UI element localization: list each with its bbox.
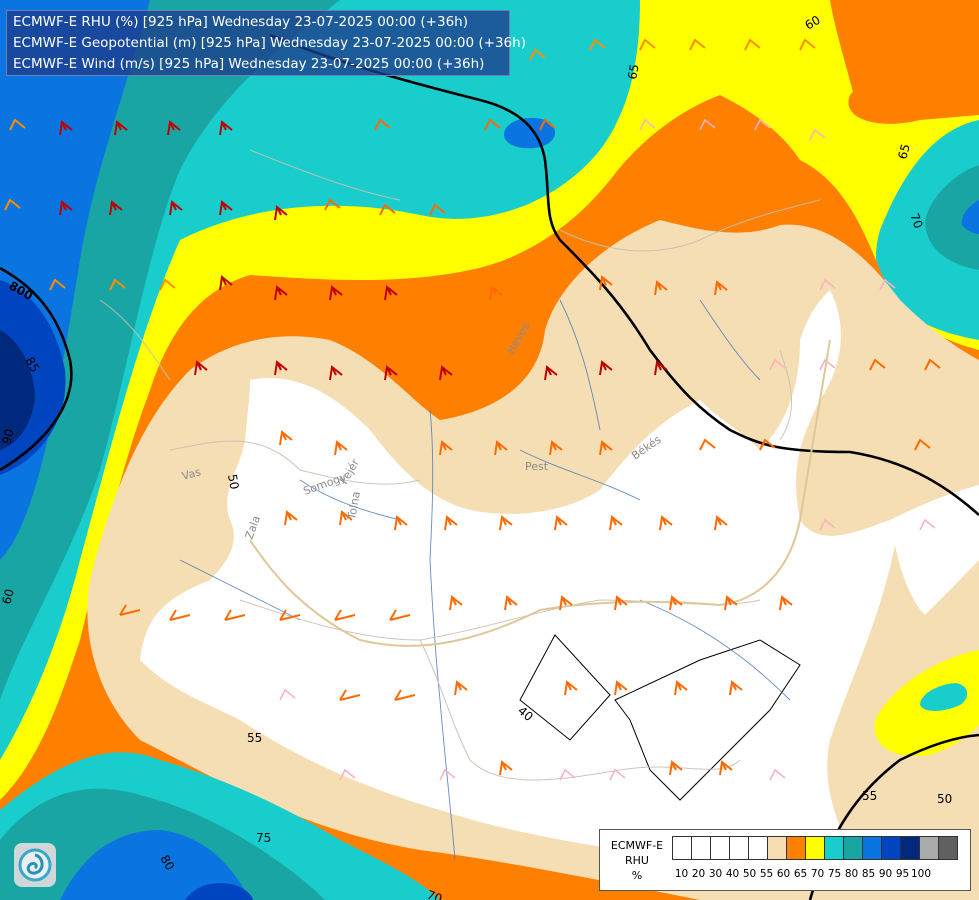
legend-tick-20: 20 xyxy=(691,868,706,880)
rhu-75-right xyxy=(925,165,979,270)
rhu-80-bottomleft xyxy=(60,830,250,900)
rivers xyxy=(179,299,791,861)
contour-label-65-right: 65 xyxy=(895,142,912,160)
legend-tick-50: 50 xyxy=(742,868,757,880)
legend-tick-65: 65 xyxy=(793,868,808,880)
legend-swatch-40 xyxy=(729,836,749,860)
legend-title-model: ECMWF-E xyxy=(610,839,664,852)
rhu-90-left xyxy=(0,330,35,450)
contour-label-80-bottom: 80 xyxy=(157,853,177,873)
wind-barbs xyxy=(4,38,941,781)
legend-title-variable: RHU xyxy=(625,854,649,867)
legend-swatch-80 xyxy=(862,836,882,860)
legend-tick-30: 30 xyxy=(708,868,723,880)
legend-tick-55: 55 xyxy=(759,868,774,880)
geopotential-contour-800 xyxy=(0,266,73,472)
swirl-icon xyxy=(18,848,52,882)
region-label-vas: Vas xyxy=(180,465,202,483)
header-line-geopotential: ECMWF-E Geopotential (m) [925 hPa] Wedne… xyxy=(13,35,526,51)
legend-swatch-20 xyxy=(691,836,711,860)
legend-tick-95: 95 xyxy=(895,868,910,880)
legend-swatch-30 xyxy=(710,836,730,860)
legend-swatch-70 xyxy=(824,836,844,860)
legend-swatch-65 xyxy=(805,836,825,860)
contour-label-65-top: 65 xyxy=(625,63,641,80)
contour-label-50-right: 50 xyxy=(937,792,952,806)
geopotential-contour-top xyxy=(269,33,979,516)
rhu-60-topright xyxy=(830,0,979,100)
legend-swatch-100 xyxy=(938,836,958,860)
legend-tick-75: 75 xyxy=(827,868,842,880)
contour-label-60-top: 60 xyxy=(803,13,823,33)
legend-tick-90: 90 xyxy=(878,868,893,880)
legend-title: ECMWF-E RHU % xyxy=(604,838,670,883)
ecmwf-logo xyxy=(14,843,56,887)
rhu-70-lowerright xyxy=(920,683,968,712)
legend-swatch-60 xyxy=(786,836,806,860)
contour-label-55-right: 55 xyxy=(862,789,877,803)
legend-swatch-95 xyxy=(919,836,939,860)
legend-swatch-50 xyxy=(748,836,768,860)
rhu-40-contour xyxy=(519,634,801,801)
legend-ticks: 10 20 30 40 50 55 60 65 70 75 80 85 90 95 100 xyxy=(673,868,932,880)
contour-labels: 65 60 65 70 85 90 60 50 40 55 75 80 70 5… xyxy=(0,13,952,900)
contour-label-70-bottom: 70 xyxy=(425,888,444,900)
contour-label-50-center: 50 xyxy=(225,473,241,490)
legend-swatch-55 xyxy=(767,836,787,860)
rhu-50-area xyxy=(140,290,979,860)
contour-label-70-right: 70 xyxy=(907,211,925,230)
contour-label-60-left: 60 xyxy=(0,587,17,605)
legend-swatch-75 xyxy=(843,836,863,860)
region-label-tolna: Tolna xyxy=(345,490,363,521)
legend-tick-70: 70 xyxy=(810,868,825,880)
legend-swatch-85 xyxy=(881,836,901,860)
region-label-pest: Pest xyxy=(525,460,549,473)
header-line-wind: ECMWF-E Wind (m/s) [925 hPa] Wednesday 2… xyxy=(13,56,485,72)
contour-label-55-bottom: 55 xyxy=(247,731,262,745)
header-line-rhu: ECMWF-E RHU (%) [925 hPa] Wednesday 23-0… xyxy=(13,14,468,30)
legend-tick-40: 40 xyxy=(725,868,740,880)
legend-tick-100: 100 xyxy=(911,868,932,880)
rhu-80-right xyxy=(961,200,979,234)
legend-unit: % xyxy=(631,869,643,882)
contour-label-85-left: 85 xyxy=(22,355,42,375)
map-info-header: ECMWF-E RHU (%) [925 hPa] Wednesday 23-0… xyxy=(6,10,526,76)
legend-swatch-10 xyxy=(672,836,692,860)
contour-label-75-bottom: 75 xyxy=(256,831,271,845)
legend-tick-80: 80 xyxy=(844,868,859,880)
rhu-85-bottomleft xyxy=(185,883,253,900)
legend-tick-85: 85 xyxy=(861,868,876,880)
legend-tick-60: 60 xyxy=(776,868,791,880)
legend-swatches xyxy=(672,836,958,860)
legend-swatch-90 xyxy=(900,836,920,860)
contour-label-90-left: 90 xyxy=(0,427,17,445)
legend-tick-10: 10 xyxy=(674,868,689,880)
rhu-legend: ECMWF-E RHU % 10 20 30 40 50 55 60 65 70 75 80 85 90… xyxy=(599,829,971,891)
